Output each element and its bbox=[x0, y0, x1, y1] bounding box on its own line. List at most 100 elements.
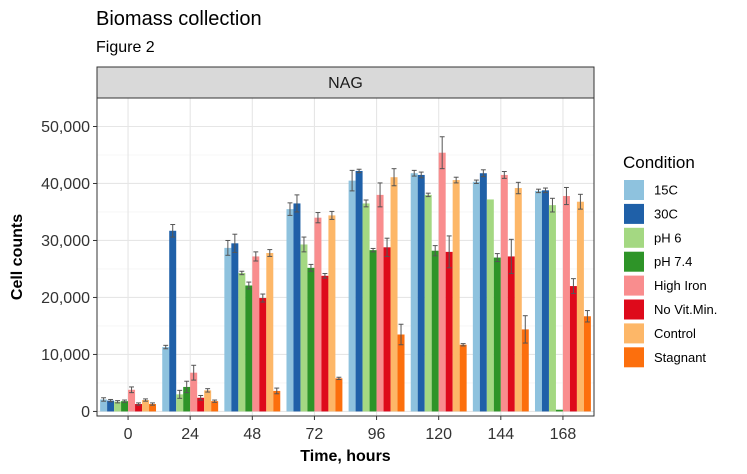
bar bbox=[417, 174, 425, 412]
chart-subtitle: Figure 2 bbox=[96, 39, 155, 56]
bar bbox=[176, 394, 184, 412]
bars bbox=[100, 152, 591, 412]
bar bbox=[128, 389, 136, 412]
legend-key bbox=[624, 323, 644, 344]
x-axis-ticks: 0 24 48 72 96 120 144 168 bbox=[124, 416, 577, 443]
legend-label: Stagnant bbox=[654, 350, 706, 365]
bar bbox=[486, 199, 494, 412]
legend-key bbox=[624, 251, 644, 272]
bar bbox=[266, 253, 274, 412]
legend-label: 15C bbox=[654, 183, 678, 198]
x-tick-label: 72 bbox=[306, 426, 324, 443]
bar bbox=[583, 316, 591, 412]
bar bbox=[452, 180, 460, 412]
bar bbox=[197, 397, 205, 412]
bar bbox=[335, 378, 343, 412]
bar bbox=[307, 267, 315, 412]
bar bbox=[500, 174, 508, 412]
legend: 15C 30C pH 6 pH 7.4 High Iron No Vit.Min. Cont… bbox=[624, 180, 717, 368]
bar bbox=[514, 188, 522, 412]
bar bbox=[100, 399, 108, 412]
bar bbox=[273, 390, 281, 412]
legend-label: High Iron bbox=[654, 278, 707, 293]
bar bbox=[224, 247, 232, 412]
legend-label: pH 6 bbox=[654, 230, 681, 245]
bar bbox=[314, 217, 322, 412]
x-tick-label: 48 bbox=[243, 426, 261, 443]
bar bbox=[383, 247, 391, 412]
legend-label: No Vit.Min. bbox=[654, 302, 717, 317]
y-axis-ticks: 0 10,000 20,000 30,000 40,000 50,000 bbox=[41, 119, 97, 421]
bar bbox=[410, 173, 418, 412]
x-tick-label: 96 bbox=[368, 426, 386, 443]
y-tick-label: 20,000 bbox=[41, 290, 90, 307]
facet-label: NAG bbox=[328, 75, 363, 92]
bar bbox=[507, 256, 515, 412]
plot-border bbox=[96, 97, 595, 417]
bar bbox=[183, 386, 191, 412]
bar bbox=[479, 173, 487, 412]
y-tick-label: 40,000 bbox=[41, 176, 90, 193]
x-tick-label: 120 bbox=[425, 426, 452, 443]
bar bbox=[355, 170, 363, 412]
legend-key bbox=[624, 299, 644, 320]
bar bbox=[328, 215, 336, 412]
legend-label: Control bbox=[654, 326, 696, 341]
bar bbox=[472, 181, 480, 412]
y-tick-label: 0 bbox=[81, 404, 90, 421]
bar bbox=[348, 180, 356, 412]
bar bbox=[521, 329, 529, 412]
bar bbox=[431, 250, 439, 412]
x-tick-label: 168 bbox=[550, 426, 577, 443]
legend-label: 30C bbox=[654, 206, 678, 221]
bar bbox=[286, 209, 294, 412]
legend-key bbox=[624, 227, 644, 248]
error-bars bbox=[101, 136, 590, 406]
bar bbox=[534, 190, 542, 412]
bar bbox=[376, 194, 384, 412]
bar bbox=[142, 400, 150, 412]
bar bbox=[362, 203, 370, 412]
bar bbox=[190, 372, 198, 412]
bar bbox=[169, 230, 177, 412]
bar bbox=[397, 334, 405, 412]
bar bbox=[114, 401, 122, 412]
bar bbox=[204, 390, 212, 412]
bar bbox=[438, 152, 446, 412]
bar bbox=[390, 177, 398, 412]
bar bbox=[135, 404, 143, 412]
bar bbox=[569, 286, 577, 412]
y-tick-label: 10,000 bbox=[41, 347, 90, 364]
bar bbox=[149, 404, 157, 412]
legend-key bbox=[624, 203, 644, 224]
bar bbox=[252, 256, 260, 412]
legend-key bbox=[624, 347, 644, 368]
bar bbox=[541, 190, 549, 412]
x-tick-label: 144 bbox=[487, 426, 514, 443]
x-axis-label: Time, hours bbox=[300, 448, 390, 465]
bar bbox=[576, 201, 584, 412]
facet-strip bbox=[96, 66, 595, 99]
x-tick-label: 0 bbox=[124, 426, 133, 443]
bar bbox=[162, 347, 170, 412]
bar bbox=[300, 244, 308, 412]
chart-title: Biomass collection bbox=[96, 8, 262, 30]
y-tick-label: 30,000 bbox=[41, 233, 90, 250]
legend-title: Condition bbox=[623, 153, 695, 172]
bar bbox=[121, 401, 129, 412]
bar bbox=[493, 257, 501, 412]
bar bbox=[459, 344, 467, 412]
bar bbox=[293, 203, 301, 412]
y-axis-label: Cell counts bbox=[9, 214, 26, 300]
y-tick-label: 50,000 bbox=[41, 119, 90, 136]
bar bbox=[107, 400, 115, 412]
x-tick-label: 24 bbox=[181, 426, 199, 443]
legend-label: pH 7.4 bbox=[654, 254, 692, 269]
bar bbox=[321, 275, 329, 412]
bar bbox=[445, 251, 453, 412]
bar bbox=[548, 205, 556, 412]
bar bbox=[238, 272, 246, 412]
bar bbox=[562, 196, 570, 412]
bar bbox=[231, 243, 239, 412]
